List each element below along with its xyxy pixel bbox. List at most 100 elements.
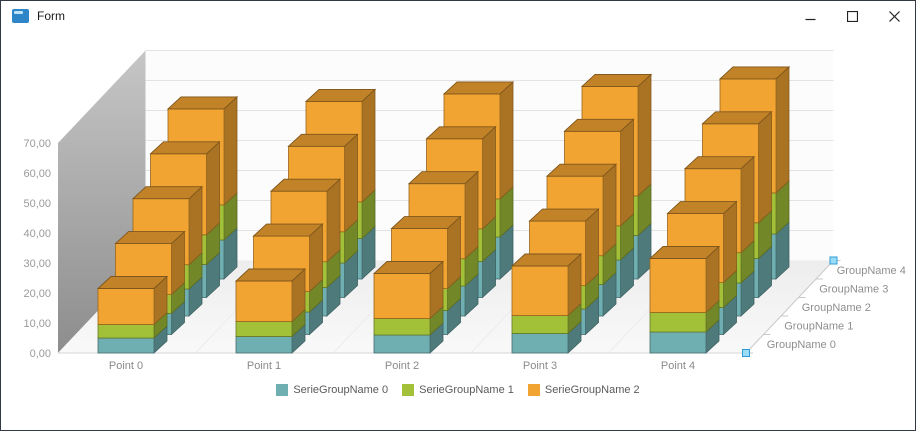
y-axis-label: 60,00	[23, 168, 51, 180]
bar-top[interactable]	[407, 171, 480, 185]
window-controls	[789, 1, 915, 31]
bar-top[interactable]	[234, 268, 307, 282]
bar-segment[interactable]	[235, 336, 293, 354]
legend-label: SerieGroupName 0	[293, 384, 389, 396]
bar-segment[interactable]	[326, 178, 341, 263]
legend-swatch	[276, 384, 289, 396]
group-axis-label: GroupName 1	[784, 320, 853, 332]
close-button[interactable]	[873, 1, 915, 31]
bar-top[interactable]	[114, 231, 186, 245]
minimize-icon	[805, 18, 815, 20]
group-axis-label: GroupName 0	[767, 339, 836, 351]
bar-top[interactable]	[701, 111, 773, 125]
bar-segment[interactable]	[373, 273, 431, 319]
y-axis-label: 40,00	[23, 228, 51, 240]
bar-top[interactable]	[718, 66, 791, 80]
bar-top[interactable]	[166, 96, 239, 110]
bar-segment[interactable]	[585, 208, 599, 287]
bar-segment[interactable]	[223, 95, 238, 206]
y-axis-label: 30,00	[23, 258, 51, 270]
bar-top[interactable]	[149, 141, 221, 155]
y-axis-label: 50,00	[23, 198, 51, 210]
chart-canvas: 0,00 10,00 20,00 30,00 40,00 50,00 60,00 70,00 P…	[23, 50, 906, 372]
x-axis-label: Point 2	[385, 360, 419, 372]
bar-segment[interactable]	[758, 110, 772, 224]
bar-top[interactable]	[580, 73, 653, 87]
bar-segment[interactable]	[723, 200, 737, 284]
bar-segment[interactable]	[482, 125, 496, 230]
bar-segment[interactable]	[97, 337, 155, 354]
y-axis-label: 10,00	[23, 318, 51, 330]
bar-segment[interactable]	[740, 155, 755, 254]
group-axis-label: GroupName 4	[837, 265, 906, 277]
bar-top[interactable]	[442, 81, 515, 95]
bar-segment[interactable]	[511, 333, 569, 354]
selection-handle[interactable]	[829, 256, 838, 265]
maximize-icon	[846, 10, 858, 22]
legend: SerieGroupName 0 SerieGroupName 1 SerieG…	[1, 382, 915, 398]
maximize-button[interactable]	[831, 1, 873, 31]
bar-segment[interactable]	[373, 318, 431, 336]
title-bar: Form	[1, 1, 915, 31]
x-axis-label: Point 3	[523, 360, 557, 372]
bar-segment[interactable]	[373, 334, 431, 354]
bar-segment[interactable]	[602, 163, 617, 257]
legend-label: SerieGroupName 2	[544, 384, 640, 396]
bar-top[interactable]	[510, 253, 583, 267]
group-axis-label: GroupName 3	[819, 283, 888, 295]
bar-top[interactable]	[304, 88, 377, 102]
close-icon	[888, 10, 900, 22]
bar-segment[interactable]	[344, 133, 358, 233]
bar-segment[interactable]	[775, 65, 790, 194]
y-axis-label: 0,00	[30, 348, 51, 360]
group-axis-label: GroupName 2	[802, 302, 871, 314]
bar-segment[interactable]	[620, 118, 634, 227]
bar-segment[interactable]	[188, 185, 203, 266]
bar-segment[interactable]	[511, 265, 569, 316]
bar-top[interactable]	[528, 208, 600, 222]
bar-top[interactable]	[545, 163, 618, 177]
y-axis-label: 20,00	[23, 288, 51, 300]
legend-swatch	[527, 384, 540, 396]
legend-swatch	[402, 384, 415, 396]
y-axis-label: 70,00	[23, 138, 51, 150]
bar-segment[interactable]	[511, 315, 569, 334]
bar-top[interactable]	[252, 223, 324, 237]
bar-segment[interactable]	[464, 170, 479, 260]
minimize-button[interactable]	[789, 1, 831, 31]
bar-segment[interactable]	[206, 140, 220, 236]
legend-label: SerieGroupName 1	[419, 384, 514, 396]
legend-item-1[interactable]: SerieGroupName 1	[402, 384, 514, 396]
bar-top[interactable]	[269, 178, 342, 192]
bar-segment[interactable]	[649, 258, 707, 313]
bar-segment[interactable]	[361, 88, 376, 203]
bar-top[interactable]	[666, 201, 738, 215]
legend-item-0[interactable]: SerieGroupName 0	[276, 384, 388, 396]
form-app-icon	[12, 9, 29, 23]
legend-item-2[interactable]: SerieGroupName 2	[527, 384, 640, 396]
selection-handle[interactable]	[742, 349, 750, 357]
x-axis-label: Point 0	[109, 360, 143, 372]
bar-top[interactable]	[563, 118, 635, 132]
window-title: Form	[37, 9, 65, 23]
bar-segment[interactable]	[499, 80, 514, 200]
bar-segment[interactable]	[97, 288, 155, 325]
x-axis-label: Point 4	[661, 360, 695, 372]
bar-segment[interactable]	[649, 331, 707, 354]
bar-segment[interactable]	[649, 312, 707, 333]
bar-top[interactable]	[648, 246, 721, 259]
bar-top[interactable]	[372, 261, 445, 274]
bar-top[interactable]	[131, 186, 204, 200]
depth-axis-line	[745, 260, 834, 354]
bar-top[interactable]	[683, 156, 756, 170]
bar-top[interactable]	[425, 126, 497, 140]
bar-segment[interactable]	[235, 280, 293, 322]
x-axis-label: Point 1	[247, 360, 281, 372]
bar-top[interactable]	[96, 276, 169, 289]
bar-top[interactable]	[390, 216, 462, 230]
bar-top[interactable]	[287, 133, 359, 147]
bar-segment[interactable]	[97, 324, 155, 339]
bar-segment[interactable]	[637, 73, 652, 197]
bar-segment[interactable]	[235, 321, 293, 337]
